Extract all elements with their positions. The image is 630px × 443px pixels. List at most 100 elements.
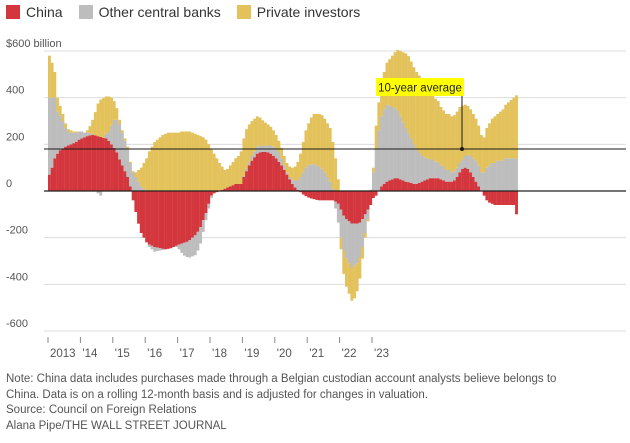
bar-private-investors	[88, 126, 92, 134]
bar-china	[183, 191, 186, 243]
bar-china	[509, 191, 513, 205]
bar-china	[58, 150, 62, 191]
bar-china	[385, 181, 389, 191]
bar-china	[291, 184, 294, 191]
bar-china	[366, 191, 370, 210]
legend-item-china: China	[6, 4, 63, 20]
bar-private-investors	[85, 130, 89, 133]
bar-private-investors	[161, 135, 165, 191]
bar-china	[131, 191, 135, 201]
x-tick-label: '22	[342, 348, 357, 360]
bar-other-central-banks	[501, 160, 505, 191]
bar-private-investors	[312, 114, 316, 165]
bar-private-investors	[188, 131, 192, 191]
bar-china	[455, 177, 459, 191]
bar-private-investors	[363, 233, 367, 238]
bar-private-investors	[269, 126, 273, 146]
bar-other-central-banks	[183, 242, 186, 256]
bar-other-central-banks	[477, 165, 481, 187]
bar-china	[223, 188, 227, 191]
bar-china	[250, 160, 254, 191]
bar-china	[293, 187, 297, 191]
bar-private-investors	[458, 107, 462, 163]
bar-private-investors	[199, 136, 203, 191]
bar-other-central-banks	[115, 119, 119, 153]
average-marker	[460, 147, 464, 151]
bar-private-investors	[239, 151, 243, 184]
bar-private-investors	[231, 161, 235, 186]
bar-china	[350, 191, 354, 224]
bar-china	[115, 152, 119, 191]
bar-other-central-banks	[91, 133, 95, 135]
bar-other-central-banks	[201, 220, 205, 232]
bar-china	[193, 191, 197, 236]
bar-private-investors	[442, 110, 446, 167]
x-tick-label: '21	[309, 348, 324, 360]
bar-private-investors	[261, 120, 265, 146]
y-tick-label: 0	[6, 178, 12, 190]
bar-private-investors	[102, 98, 105, 138]
bar-other-central-banks	[150, 245, 154, 250]
legend-swatch-other-central-banks	[78, 5, 93, 19]
bar-private-investors	[434, 98, 437, 162]
bar-other-central-banks	[474, 160, 478, 182]
bar-other-central-banks	[512, 158, 516, 191]
bar-china	[83, 137, 86, 191]
bar-other-central-banks	[372, 172, 375, 191]
bar-private-investors	[431, 94, 435, 160]
bar-private-investors	[169, 132, 173, 191]
bar-china	[320, 191, 324, 201]
bar-china	[253, 157, 257, 191]
bar-other-central-banks	[336, 203, 340, 223]
bar-china	[417, 182, 421, 191]
bar-other-central-banks	[342, 215, 346, 251]
bar-private-investors	[153, 142, 157, 191]
bar-china	[196, 191, 200, 232]
bar-china	[85, 136, 89, 191]
bar-china	[50, 167, 54, 191]
bar-private-investors	[204, 139, 208, 191]
bar-china	[369, 191, 373, 205]
bar-other-central-banks	[291, 179, 294, 184]
bar-private-investors	[291, 167, 294, 180]
bar-china	[288, 179, 292, 191]
average-label: 10-year average	[378, 83, 462, 95]
bar-other-central-banks	[334, 201, 338, 209]
bar-private-investors	[466, 105, 470, 155]
bar-private-investors	[280, 147, 284, 159]
bar-private-investors	[377, 102, 381, 131]
bar-other-central-banks	[404, 128, 408, 182]
bar-china	[409, 182, 413, 191]
bar-other-central-banks	[312, 164, 316, 191]
x-tick-label: '20	[277, 348, 292, 360]
bar-other-central-banks	[358, 222, 362, 258]
y-tick-label: 200	[6, 131, 24, 143]
bar-private-investors	[366, 219, 370, 222]
bar-other-central-banks	[139, 186, 143, 191]
bar-private-investors	[210, 149, 213, 191]
bar-private-investors	[242, 138, 246, 176]
bar-china	[412, 184, 416, 191]
bar-private-investors	[512, 97, 516, 159]
bar-other-central-banks	[274, 149, 278, 159]
bar-other-central-banks	[309, 164, 313, 191]
bar-china	[423, 180, 427, 191]
bar-other-central-banks	[328, 181, 332, 191]
bar-private-investors	[412, 67, 416, 145]
bar-china	[239, 184, 243, 191]
bar-china	[204, 191, 208, 214]
bar-china	[447, 181, 451, 191]
bar-other-central-banks	[177, 244, 181, 250]
bar-private-investors	[417, 75, 421, 153]
bar-china	[388, 180, 392, 191]
bar-china	[212, 191, 216, 194]
bar-other-central-banks	[161, 248, 165, 251]
bar-other-central-banks	[307, 165, 311, 191]
bar-private-investors	[423, 84, 427, 158]
bar-china	[444, 181, 448, 191]
bar-other-central-banks	[118, 124, 122, 160]
bar-series	[48, 49, 518, 301]
bar-private-investors	[226, 168, 230, 188]
bar-other-central-banks	[293, 180, 297, 188]
bar-private-investors	[277, 140, 281, 153]
